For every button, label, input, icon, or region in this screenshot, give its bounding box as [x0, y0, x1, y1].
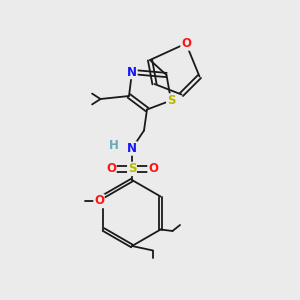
- Text: O: O: [94, 194, 104, 208]
- Text: N: N: [127, 142, 137, 155]
- Text: S: S: [167, 94, 175, 107]
- Text: N: N: [127, 65, 137, 79]
- Text: S: S: [128, 162, 136, 176]
- Text: O: O: [181, 37, 191, 50]
- Text: O: O: [148, 162, 158, 176]
- Text: O: O: [106, 162, 116, 176]
- Text: H: H: [109, 139, 118, 152]
